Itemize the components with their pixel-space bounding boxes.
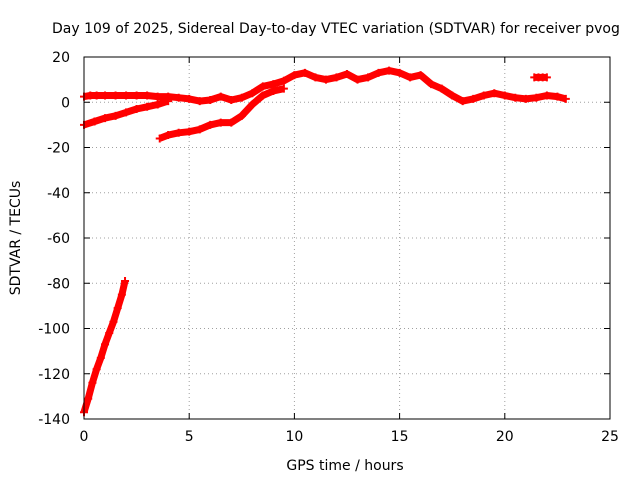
data-point	[185, 94, 194, 103]
data-point	[132, 91, 141, 100]
data-point	[237, 111, 246, 120]
data-point	[469, 94, 478, 103]
data-point	[122, 91, 131, 100]
data-point	[311, 73, 320, 82]
data-point	[532, 93, 541, 102]
data-point	[132, 105, 141, 114]
x-tick-label: 0	[80, 429, 89, 445]
data-point	[448, 91, 457, 100]
data-point	[385, 66, 394, 75]
data-point	[88, 378, 97, 387]
data-point	[185, 127, 194, 136]
data-point	[258, 82, 267, 91]
data-point	[353, 75, 362, 84]
y-axis-label: SDTVAR / TECUs	[8, 181, 24, 296]
data-point	[206, 95, 215, 104]
data-point	[290, 71, 299, 80]
data-point	[406, 73, 415, 82]
data-point	[269, 80, 278, 89]
data-point	[269, 86, 278, 95]
data-point	[479, 91, 488, 100]
data-point	[164, 97, 173, 106]
data-point	[164, 131, 173, 140]
label-layer: 0 5 10 15 20 25 -140 -120 -100 -80 -60 -40 -20 0 20	[38, 50, 619, 445]
y-tick-label: -100	[38, 322, 70, 338]
data-point	[300, 68, 309, 77]
data-point	[427, 80, 436, 89]
data-point	[155, 134, 164, 143]
data-point	[458, 97, 467, 106]
data-point	[90, 117, 99, 126]
data-point	[92, 91, 101, 100]
x-tick-label: 20	[496, 429, 514, 445]
y-tick-label: -80	[47, 276, 70, 292]
data-point	[111, 111, 120, 120]
data-point	[374, 68, 383, 77]
y-tick-label: 0	[61, 95, 70, 111]
data-point	[121, 276, 130, 285]
data-point	[561, 94, 570, 103]
y-tick-label: -40	[47, 186, 70, 202]
data-point	[542, 73, 551, 82]
x-tick-label: 15	[391, 429, 409, 445]
data-point	[521, 94, 530, 103]
y-tick-label: 20	[52, 50, 70, 66]
data-point	[227, 95, 236, 104]
data-point	[143, 102, 152, 111]
y-tick-label: -120	[38, 367, 70, 383]
data-point	[153, 100, 162, 109]
data-point	[416, 71, 425, 80]
data-point	[153, 92, 162, 101]
data-point	[111, 91, 120, 100]
data-point	[195, 125, 204, 134]
data-point	[542, 91, 551, 100]
chart-title: Day 109 of 2025, Sidereal Day-to-day VTE…	[52, 21, 620, 37]
data-point	[174, 93, 183, 102]
data-point	[96, 353, 105, 362]
data-point	[343, 69, 351, 78]
data-point	[258, 91, 267, 100]
x-axis-label: GPS time / hours	[286, 458, 403, 474]
x-tick-label: 10	[285, 429, 303, 445]
data-point	[248, 100, 257, 109]
data-point	[113, 304, 122, 313]
y-tick-label: -140	[38, 412, 70, 428]
data-point	[227, 118, 236, 127]
data-point	[109, 317, 118, 326]
data-point	[500, 91, 509, 100]
data-point	[101, 340, 110, 349]
data-point	[143, 91, 152, 100]
data-point	[101, 114, 110, 123]
data-point	[105, 329, 114, 338]
data-point	[174, 128, 183, 137]
data-point	[279, 84, 288, 93]
data-point	[117, 290, 126, 299]
x-tick-label: 25	[601, 429, 619, 445]
data-point	[364, 73, 373, 82]
data-point	[237, 93, 246, 102]
data-point	[511, 93, 520, 102]
tick-layer	[83, 56, 611, 420]
data-point	[216, 92, 225, 101]
data-point	[195, 97, 204, 106]
data-point	[84, 394, 93, 403]
grid-layer	[84, 57, 610, 419]
data-point	[92, 365, 101, 374]
data-point	[490, 89, 499, 98]
y-tick-label: -20	[47, 141, 70, 157]
y-tick-label: -60	[47, 231, 70, 247]
data-point	[279, 76, 288, 85]
data-point	[553, 92, 562, 101]
data-point	[216, 118, 225, 127]
data-point	[437, 84, 446, 93]
data-point	[122, 108, 131, 117]
data-point	[206, 120, 215, 129]
data-point	[248, 89, 257, 98]
data-point	[101, 91, 110, 100]
data-point	[332, 73, 341, 82]
data-point	[321, 75, 330, 84]
x-tick-label: 5	[185, 429, 194, 445]
data-point	[395, 68, 404, 77]
